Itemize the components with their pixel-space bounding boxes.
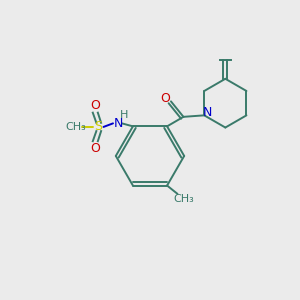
Text: H: H (120, 110, 128, 120)
Text: O: O (90, 99, 100, 112)
Text: O: O (90, 142, 100, 155)
Text: CH₃: CH₃ (173, 194, 194, 204)
Text: N: N (203, 106, 212, 119)
Text: N: N (113, 118, 123, 130)
Text: S: S (94, 120, 102, 134)
Text: O: O (161, 92, 170, 106)
Text: CH₃: CH₃ (65, 122, 86, 132)
